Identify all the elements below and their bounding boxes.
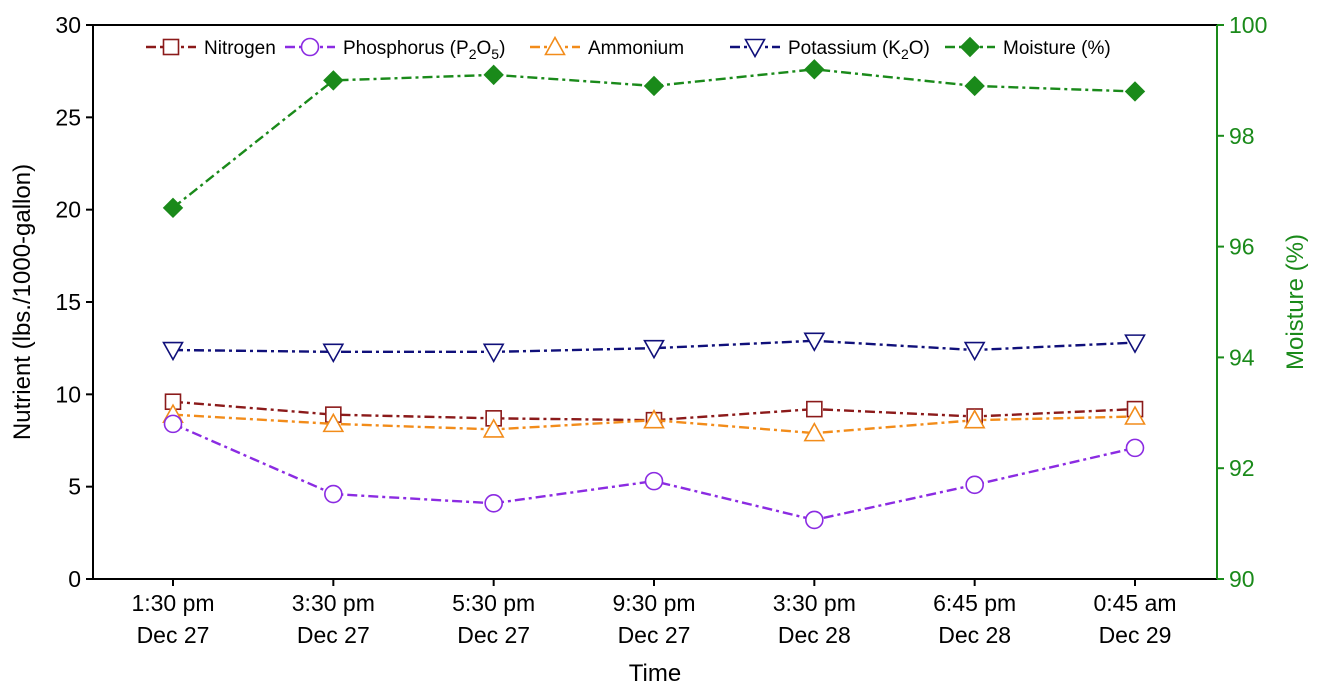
x-tick-label-time: 6:45 pm: [933, 590, 1016, 616]
y-tick-label: 0: [68, 566, 81, 592]
y-right-tick-label: 94: [1229, 344, 1255, 370]
legend-label: Phosphorus (P2O5): [343, 38, 505, 62]
data-point: [483, 64, 504, 86]
data-point: [322, 343, 345, 363]
legend-item: Moisture (%): [945, 36, 1111, 59]
data-point: [162, 341, 184, 362]
x-tick-label-time: 1:30 pm: [131, 590, 214, 616]
legend-label: Potassium (K2O): [788, 38, 930, 62]
data-point: [1125, 438, 1145, 458]
data-point: [484, 493, 503, 513]
y-tick-label: 30: [55, 12, 81, 38]
data-point: [482, 343, 505, 363]
legend-marker: [744, 38, 766, 59]
x-tick-label-date: Dec 29: [1099, 622, 1172, 648]
data-point: [804, 59, 825, 80]
legend-item: Potassium (K2O): [730, 38, 930, 62]
data-point: [323, 70, 344, 91]
data-point: [1124, 334, 1146, 354]
x-tick-label-date: Dec 27: [137, 622, 210, 648]
legend-item: Nitrogen: [146, 38, 276, 59]
legend-label: Ammonium: [588, 38, 684, 59]
y-tick-label: 20: [55, 197, 81, 223]
data-point: [482, 418, 505, 438]
y-tick-label: 5: [68, 474, 81, 500]
data-point: [803, 421, 826, 442]
data-point: [643, 409, 665, 429]
data-point: [322, 412, 345, 433]
y-right-tick-label: 92: [1229, 455, 1255, 481]
y-tick-label: 25: [55, 104, 81, 130]
y-tick-label: 10: [55, 381, 81, 407]
legend-marker: [544, 35, 566, 56]
y-right-tick-label: 100: [1229, 12, 1267, 38]
data-point: [803, 332, 826, 352]
data-point: [324, 484, 343, 504]
data-point: [643, 339, 665, 360]
x-tick-label-date: Dec 28: [938, 622, 1011, 648]
data-point: [963, 341, 986, 362]
y-tick-label: 15: [55, 289, 81, 315]
x-tick-label-time: 0:45 am: [1093, 590, 1176, 616]
x-tick-label-time: 5:30 pm: [452, 590, 535, 616]
x-tick-label-time: 3:30 pm: [773, 590, 856, 616]
series-4: [162, 59, 1146, 219]
data-point: [643, 75, 665, 97]
data-point: [806, 400, 823, 418]
legend-item: Ammonium: [530, 35, 684, 59]
x-tick-label-date: Dec 27: [457, 622, 530, 648]
series-1: [163, 414, 1145, 530]
y-right-axis-title: Moisture (%): [1282, 234, 1309, 370]
legend-label: Nitrogen: [204, 38, 276, 59]
legend-label: Moisture (%): [1003, 38, 1111, 59]
y-right-tick-label: 98: [1229, 123, 1255, 149]
data-point: [805, 510, 824, 530]
x-tick-label-date: Dec 27: [297, 622, 370, 648]
x-tick-label-time: 9:30 pm: [612, 590, 695, 616]
data-point: [1124, 81, 1146, 102]
x-axis-title: Time: [629, 660, 681, 686]
series-2: [162, 403, 1146, 442]
x-tick-label-time: 3:30 pm: [292, 590, 375, 616]
y-axis-title: Nutrient (lbs./1000-gallon): [9, 164, 36, 440]
legend-marker: [959, 36, 981, 58]
series-3: [162, 332, 1146, 363]
y-right-tick-label: 90: [1229, 566, 1255, 592]
legend-item: Phosphorus (P2O5): [285, 37, 505, 62]
x-tick-label-date: Dec 27: [618, 622, 691, 648]
data-point: [162, 197, 184, 219]
data-point: [964, 75, 985, 97]
data-point: [965, 475, 984, 495]
data-point: [163, 414, 183, 434]
legend-marker: [300, 37, 320, 57]
legend-marker: [162, 38, 180, 56]
y-right-tick-label: 96: [1229, 234, 1255, 260]
data-point: [644, 471, 664, 491]
data-point: [963, 409, 986, 429]
data-point: [1124, 405, 1146, 425]
x-tick-label-date: Dec 28: [778, 622, 851, 648]
